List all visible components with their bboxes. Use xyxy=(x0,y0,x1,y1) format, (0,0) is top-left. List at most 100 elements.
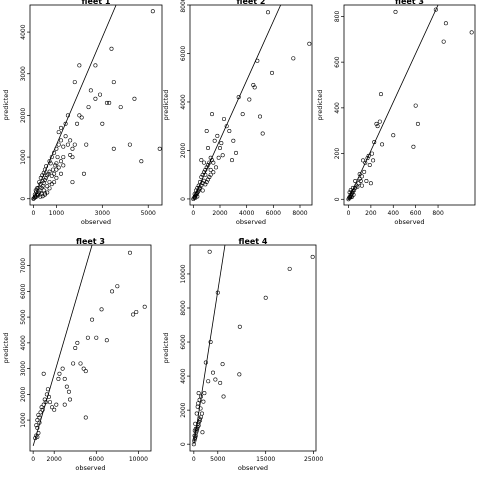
data-point xyxy=(37,420,42,425)
x-tick-label: 3000 xyxy=(95,210,110,217)
data-point xyxy=(81,366,86,371)
data-point xyxy=(38,410,43,415)
data-point xyxy=(57,371,62,376)
data-point xyxy=(469,30,474,35)
data-point xyxy=(393,9,398,14)
y-tick-label: 0 xyxy=(20,197,27,201)
data-point xyxy=(54,146,59,151)
data-point xyxy=(207,249,212,254)
data-point xyxy=(441,39,446,44)
data-point xyxy=(211,160,216,165)
data-point xyxy=(41,402,46,407)
data-point xyxy=(56,376,61,381)
data-point xyxy=(372,140,377,145)
y-tick-label: 200 xyxy=(334,148,341,160)
data-point xyxy=(357,176,362,181)
y-tick-label: 1000 xyxy=(20,412,27,427)
panel-title: fleet 2 xyxy=(237,0,266,6)
data-point xyxy=(218,380,223,385)
data-point xyxy=(366,153,371,158)
data-point xyxy=(198,406,203,411)
data-point xyxy=(62,402,67,407)
data-point xyxy=(198,179,203,184)
y-tick-label: 6000 xyxy=(180,46,187,61)
plot-frame xyxy=(189,4,313,206)
data-point xyxy=(227,129,232,134)
data-point xyxy=(349,195,354,200)
data-point xyxy=(54,175,59,180)
data-point xyxy=(61,163,66,168)
data-point xyxy=(44,175,49,180)
data-point xyxy=(45,184,50,189)
data-point xyxy=(61,155,66,160)
data-point xyxy=(353,179,358,184)
reference-line xyxy=(193,245,226,445)
data-layer xyxy=(191,5,312,201)
x-axis-label: observed xyxy=(75,464,105,472)
y-tick-label: 2000 xyxy=(180,402,187,417)
panel-title: fleet 3 xyxy=(395,0,424,6)
data-point xyxy=(362,169,367,174)
data-point xyxy=(49,182,54,187)
data-point xyxy=(224,124,229,129)
data-point xyxy=(109,46,114,51)
data-point xyxy=(201,399,206,404)
data-point xyxy=(40,407,45,412)
data-point xyxy=(52,171,57,176)
data-point xyxy=(127,250,132,255)
data-point xyxy=(203,172,208,177)
data-point xyxy=(358,179,363,184)
data-point xyxy=(56,142,61,147)
data-point xyxy=(355,184,360,189)
data-point xyxy=(287,266,292,271)
data-point xyxy=(75,340,80,345)
y-tick-label: 8000 xyxy=(180,0,187,13)
data-point xyxy=(61,144,66,149)
data-point xyxy=(200,188,205,193)
data-point xyxy=(361,158,366,163)
x-tick-label: 25000 xyxy=(304,456,323,463)
plot-frame xyxy=(29,244,152,452)
data-point xyxy=(196,183,201,188)
data-point xyxy=(55,155,60,160)
y-tick-label: 4000 xyxy=(180,94,187,109)
data-point xyxy=(52,407,57,412)
data-point xyxy=(218,146,223,151)
y-tick-label: 3000 xyxy=(20,361,27,376)
x-tick-label: 6000 xyxy=(89,456,104,463)
data-point xyxy=(203,360,208,365)
y-tick-label: 5000 xyxy=(20,309,27,324)
data-point xyxy=(37,180,42,185)
y-axis-label: predicted xyxy=(316,90,324,121)
y-axis-label: predicted xyxy=(2,90,10,121)
data-point xyxy=(210,370,215,375)
data-point xyxy=(199,411,204,416)
data-point xyxy=(86,105,91,110)
y-tick-label: 2000 xyxy=(20,108,27,123)
data-point xyxy=(36,412,41,417)
data-point xyxy=(68,153,73,158)
data-point xyxy=(60,366,65,371)
data-point xyxy=(45,387,50,392)
y-tick-label: 600 xyxy=(334,56,341,68)
x-tick-label: 5000 xyxy=(210,456,225,463)
plot-frame xyxy=(29,4,163,206)
data-point xyxy=(260,131,265,136)
data-point xyxy=(75,121,80,126)
data-point xyxy=(369,151,374,156)
data-point xyxy=(199,394,204,399)
x-tick-label: 200 xyxy=(365,210,377,217)
data-point xyxy=(52,150,57,155)
data-layer xyxy=(191,245,315,447)
y-tick-label: 0 xyxy=(180,442,187,446)
data-point xyxy=(202,391,207,396)
data-point xyxy=(47,186,52,191)
x-tick-label: 400 xyxy=(388,210,400,217)
data-point xyxy=(212,138,217,143)
data-point xyxy=(63,134,68,139)
data-point xyxy=(90,317,95,322)
x-tick-label: 5000 xyxy=(141,210,156,217)
data-point xyxy=(46,394,51,399)
data-point xyxy=(64,384,69,389)
data-point xyxy=(378,92,383,97)
